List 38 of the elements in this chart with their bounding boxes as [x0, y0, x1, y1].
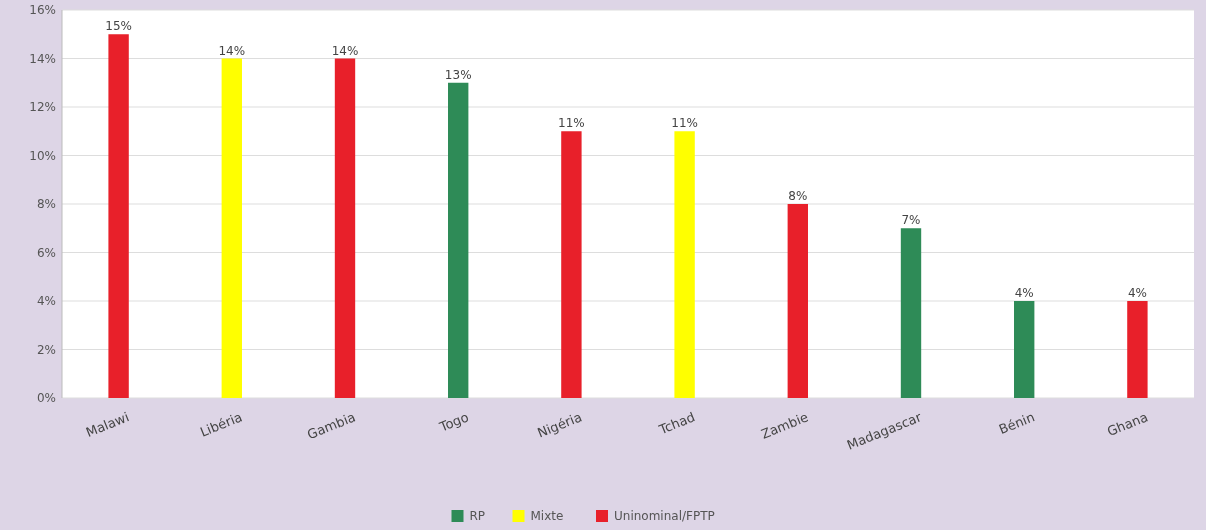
y-tick-label: 14% [29, 51, 56, 66]
bar [448, 82, 469, 398]
x-tick-label: Ghana [1104, 409, 1150, 440]
y-tick-label: 4% [36, 294, 56, 309]
y-tick-label: 16% [29, 3, 56, 18]
bar [221, 58, 242, 398]
data-label: 13% [444, 67, 472, 82]
legend-label: RP [469, 509, 486, 524]
data-label: 4% [1014, 286, 1034, 300]
bar [561, 131, 582, 398]
y-tick-label: 8% [36, 197, 56, 212]
legend-label: Uninominal/FPTP [614, 509, 715, 524]
data-label: 8% [788, 189, 808, 203]
y-tick-label: 10% [29, 148, 56, 163]
y-tick-label: 2% [36, 342, 56, 357]
data-label: 15% [105, 19, 132, 34]
data-label: 14% [218, 43, 246, 58]
data-label: 14% [331, 43, 359, 58]
data-label: 11% [558, 116, 585, 131]
bar [674, 131, 695, 398]
x-tick-label: Libéria [197, 409, 245, 440]
x-tick-label: Bénin [996, 409, 1037, 438]
data-label: 11% [671, 116, 698, 131]
bar [1127, 301, 1148, 398]
bar [108, 34, 129, 398]
bar [334, 58, 356, 398]
data-label: 7% [901, 213, 921, 228]
y-tick-label: 12% [29, 100, 56, 115]
bar [900, 228, 922, 398]
x-tick-label: Nigéria [535, 409, 584, 441]
x-tick-label: Togo [436, 409, 471, 435]
bar [787, 204, 808, 398]
x-tick-label: Tchad [655, 409, 698, 438]
bar [1014, 301, 1035, 398]
y-tick-label: 0% [36, 391, 56, 406]
legend-label: Mixte [530, 509, 564, 524]
data-label: 4% [1127, 286, 1147, 300]
y-tick-label: 6% [36, 245, 56, 260]
